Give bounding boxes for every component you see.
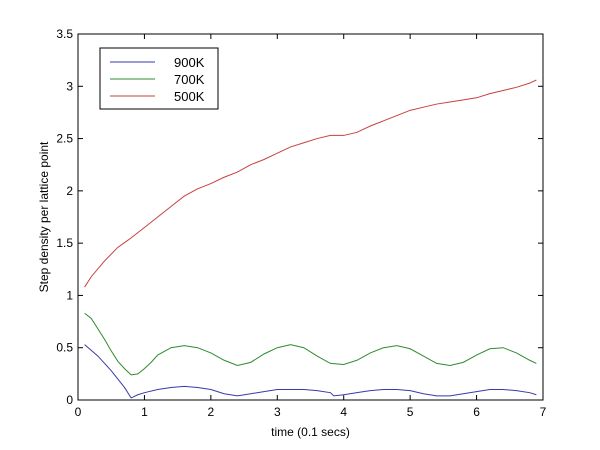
y-tick-label: 2.5 (56, 132, 73, 146)
x-tick-label: 3 (274, 405, 281, 419)
legend: 900K 700K 500K (99, 47, 219, 110)
legend-label: 900K (174, 55, 205, 70)
x-tick-label: 6 (473, 405, 480, 419)
x-tick-label: 0 (75, 405, 82, 419)
y-tick-label: 0 (66, 393, 73, 407)
y-tick-label: 0.5 (56, 341, 73, 355)
x-tick-label: 4 (340, 405, 347, 419)
x-axis-label: time (0.1 secs) (271, 425, 350, 439)
legend-label: 700K (174, 72, 205, 87)
x-tick-label: 5 (407, 405, 414, 419)
series-line-900k (84, 344, 537, 399)
x-tick-label: 7 (540, 405, 547, 419)
y-tick-label: 3 (66, 79, 73, 93)
x-tick-label: 1 (141, 405, 148, 419)
series-line-700k (84, 312, 537, 376)
axis-tick-labels: 0 1 2 3 4 5 6 7 0 0.5 1 1.5 2 2.5 3 3.5 (56, 27, 546, 419)
series-layer (84, 79, 537, 399)
legend-label: 500K (174, 89, 205, 104)
y-tick-label: 2 (66, 184, 73, 198)
x-tick-label: 2 (208, 405, 215, 419)
series-line-500k (84, 79, 537, 288)
y-tick-label: 1.5 (56, 236, 73, 250)
y-tick-label: 1 (66, 288, 73, 302)
y-axis-label: Step density per lattice point (37, 141, 51, 292)
axis-ticks (77, 33, 544, 401)
y-tick-label: 3.5 (56, 27, 73, 41)
